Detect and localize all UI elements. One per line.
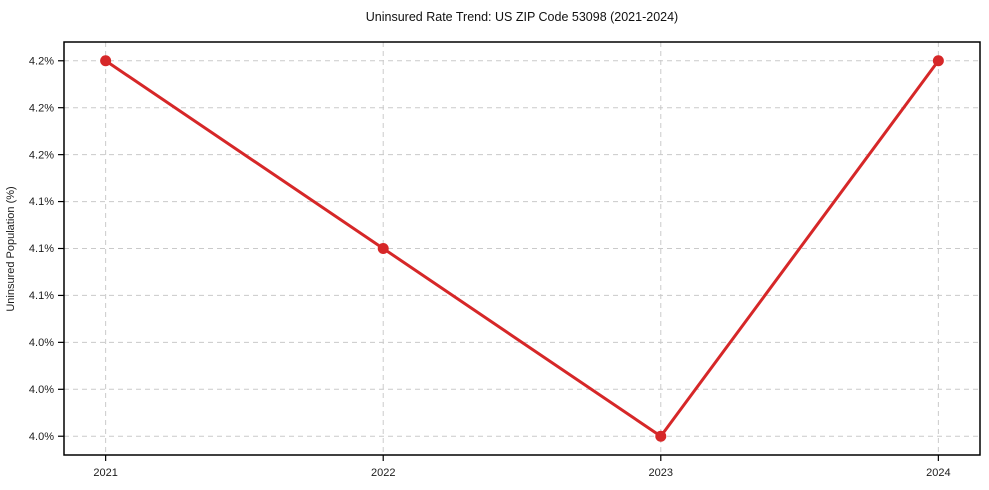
data-point-marker (377, 243, 389, 254)
y-tick-label: 4.2% (29, 55, 54, 67)
y-tick-label: 4.0% (29, 337, 54, 349)
data-series (100, 55, 944, 442)
axes: 4.0% 4.0% 4.0% 4.1% 4.1% 4.1% 4.2% 4.2% 4.2% 2021… (29, 41, 981, 479)
y-tick-label: 4.0% (29, 431, 54, 443)
y-tick-label: 4.2% (29, 102, 54, 114)
y-axis-label: Uninsured Population (%) (5, 186, 17, 311)
data-point-marker (655, 430, 667, 442)
gridlines (64, 42, 980, 455)
x-tick-label: 2022 (371, 467, 395, 479)
x-tick-label: 2024 (926, 467, 950, 479)
y-tick-label: 4.1% (29, 290, 54, 302)
y-tick-label: 4.1% (29, 243, 54, 255)
chart-title: Uninsured Rate Trend: US ZIP Code 53098 … (366, 10, 678, 24)
data-point-marker (932, 55, 944, 67)
x-tick-label: 2021 (93, 467, 117, 479)
x-tick-label: 2023 (649, 467, 673, 479)
data-point-marker (100, 55, 112, 67)
y-tick-label: 4.1% (29, 196, 54, 208)
trend-line (104, 59, 940, 438)
y-tick-label: 4.2% (29, 149, 54, 161)
y-tick-label: 4.0% (29, 384, 54, 396)
